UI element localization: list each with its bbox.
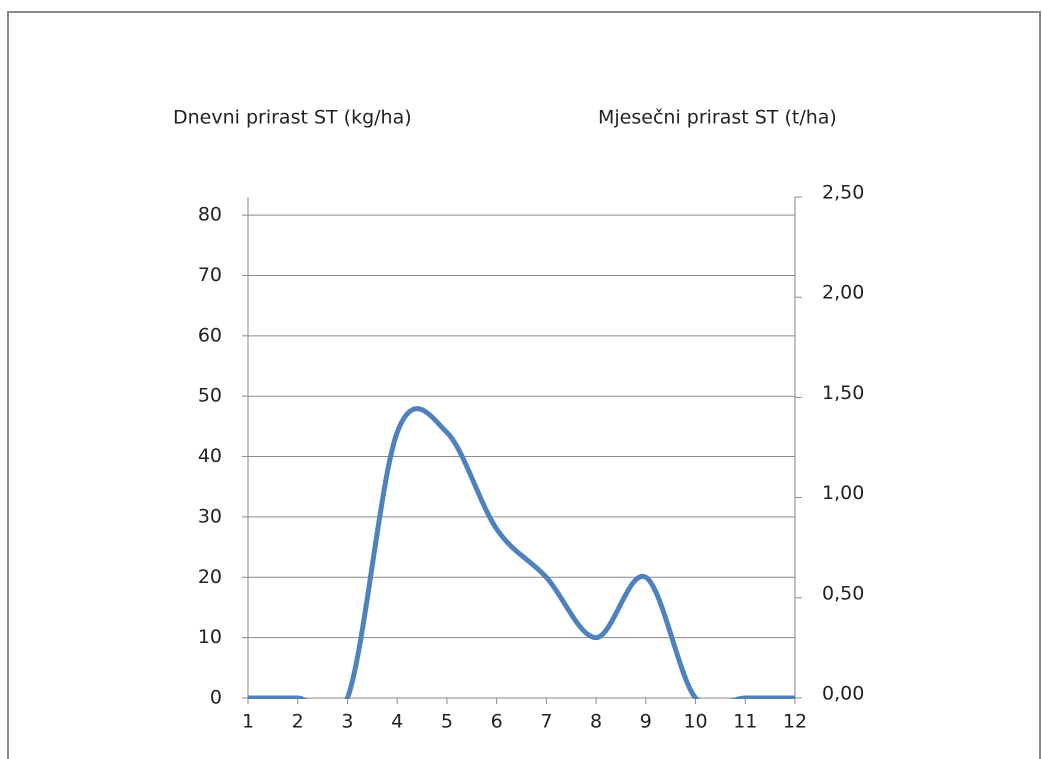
y2-axis-title: Mjesečni prirast ST (t/ha) <box>598 107 837 129</box>
x-tick-label: 6 <box>491 711 503 733</box>
x-tick-label: 12 <box>783 711 807 733</box>
x-tick-label: 11 <box>733 711 757 733</box>
y-tick-label: 20 <box>198 566 222 588</box>
x-tick-label: 4 <box>391 711 403 733</box>
y-tick-label: 40 <box>198 445 222 467</box>
y2-tick-label: 0,50 <box>822 582 864 604</box>
x-tick-label: 2 <box>292 711 304 733</box>
y-tick-label: 60 <box>198 324 222 346</box>
data-line <box>248 406 795 699</box>
y-tick-label: 0 <box>210 687 222 709</box>
y-axis-title: Dnevni prirast ST (kg/ha) <box>173 107 412 129</box>
y-tick-label: 30 <box>198 505 222 527</box>
x-tick-label: 9 <box>640 711 652 733</box>
y-tick-label: 50 <box>198 385 222 407</box>
y2-tick-label: 2,50 <box>822 182 864 204</box>
y-tick-label: 10 <box>198 626 222 648</box>
y-tick-label: 80 <box>198 204 222 226</box>
x-tick-label: 10 <box>683 711 707 733</box>
frame <box>7 11 1041 759</box>
y2-tick-label: 2,00 <box>822 282 864 304</box>
y2-tick-label: 1,00 <box>822 482 864 504</box>
y-tick-label: 70 <box>198 264 222 286</box>
x-tick-label: 5 <box>441 711 453 733</box>
x-tick-label: 8 <box>590 711 602 733</box>
y2-tick-label: 1,50 <box>822 382 864 404</box>
y2-tick-label: 0,00 <box>822 683 864 705</box>
x-tick-label: 3 <box>341 711 353 733</box>
x-tick-label: 7 <box>540 711 552 733</box>
x-tick-label: 1 <box>242 711 254 733</box>
